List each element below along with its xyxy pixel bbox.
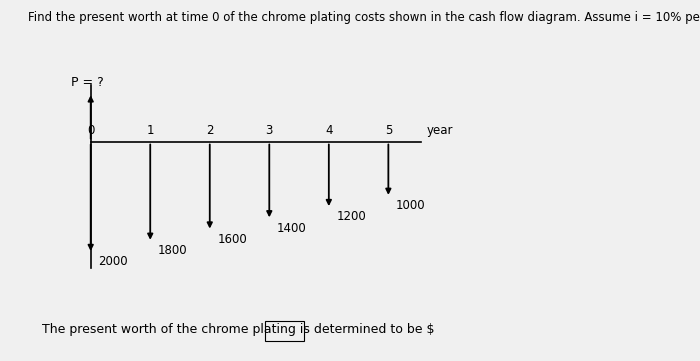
Text: 2000: 2000 [98, 255, 128, 268]
Text: The present worth of the chrome plating is determined to be $: The present worth of the chrome plating … [42, 323, 435, 336]
Text: 4: 4 [325, 124, 332, 137]
Text: 1400: 1400 [277, 222, 307, 235]
Text: 3: 3 [265, 124, 273, 137]
Text: 1000: 1000 [396, 199, 426, 212]
Text: 1200: 1200 [337, 210, 366, 223]
Text: 1800: 1800 [158, 244, 188, 257]
Text: 1600: 1600 [217, 233, 247, 246]
Text: 2: 2 [206, 124, 214, 137]
Text: 0: 0 [87, 124, 94, 137]
Text: P = ?: P = ? [71, 76, 104, 89]
Text: 5: 5 [385, 124, 392, 137]
Text: Find the present worth at time 0 of the chrome plating costs shown in the cash f: Find the present worth at time 0 of the … [28, 11, 700, 24]
Text: 1: 1 [146, 124, 154, 137]
Text: year: year [426, 124, 453, 137]
